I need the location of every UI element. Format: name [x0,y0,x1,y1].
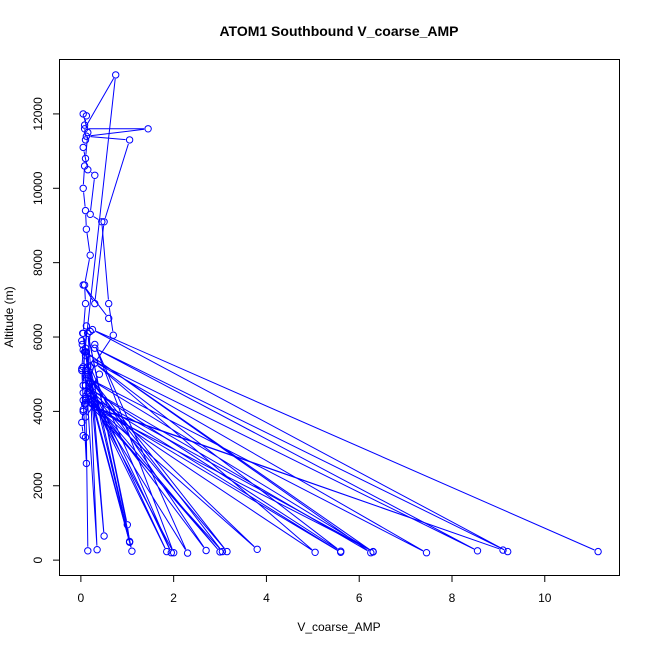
y-tick-label: 2000 [31,472,45,499]
y-tick-label: 4000 [31,398,45,425]
data-point [594,547,602,556]
x-axis-label: V_coarse_AMP [297,620,380,634]
data-point [78,418,86,427]
plot-frame [59,59,620,576]
data-point [473,547,482,555]
data-point [86,363,94,371]
data-point [84,166,92,174]
data-point [86,392,94,401]
data-point [105,299,113,308]
chart-title: ATOM1 Southbound V_coarse_AMP [219,23,458,39]
data-point [163,547,171,556]
x-tick-label: 10 [538,591,552,605]
series-line [85,337,500,551]
data-point [81,370,90,378]
data-point [82,132,91,140]
data-point [128,547,136,555]
data-point [81,433,90,442]
data-point [86,210,94,219]
y-tick-label: 8000 [31,249,45,276]
y-tick-label: 10000 [31,171,45,205]
data-point [123,521,132,529]
data-point [216,548,224,556]
y-tick-label: 6000 [31,323,45,350]
data-point [91,404,99,412]
data-point [81,381,90,390]
data-point [79,281,87,289]
x-tick-label: 2 [170,591,177,605]
data-point [78,337,86,345]
data-point [223,547,231,556]
data-point [88,396,97,404]
data-point [84,329,92,337]
y-axis: 0 2000 4000 6000 8000 10000 12000 [31,97,60,563]
data-point [91,171,99,180]
data-point [170,549,178,557]
data-point [167,549,176,557]
data-point [80,125,89,133]
data-point [100,218,108,226]
data-point [82,322,91,330]
data-point [100,532,108,540]
data-point [84,547,92,555]
data-point [218,547,227,556]
y-tick-label: 12000 [31,97,45,131]
data-point [504,547,512,556]
y-tick-label: 0 [31,556,45,563]
data-point [144,125,152,133]
data-point [98,218,106,226]
data-point [369,547,377,556]
x-tick-label: 6 [356,591,363,605]
data-point [125,538,134,546]
x-tick-label: 0 [78,591,85,605]
data-point [79,143,87,152]
y-axis-label: Altitude (m) [2,286,16,347]
data-point [86,251,94,259]
data-point [81,206,90,215]
data-point [112,71,120,79]
data-point [84,370,92,378]
data-point [79,389,87,397]
series-line [81,78,145,382]
data-point [79,184,87,193]
data-point [82,112,91,120]
data-point [93,546,101,554]
data-point [253,545,261,553]
data-point [105,314,113,323]
data-point [202,546,210,555]
data-point [86,327,94,336]
data-point [183,549,192,557]
x-tick-label: 8 [449,591,456,605]
data-point [311,548,319,556]
data-point [91,340,99,349]
data-point [422,549,431,557]
data-point [81,136,90,144]
plot-area [78,71,602,557]
data-point [81,348,90,356]
data-point [81,351,90,360]
data-point [337,548,345,556]
data-point [88,325,97,334]
data-point [91,344,99,352]
x-tick-label: 4 [263,591,270,605]
data-point [499,546,507,554]
data-point [80,121,89,129]
data-point [81,396,90,404]
data-point [78,366,86,375]
x-axis: 0 2 4 6 8 10 [78,575,552,605]
data-point [81,154,90,163]
data-point [125,136,134,144]
data-point [81,400,90,408]
data-point [81,299,90,308]
data-point [91,299,99,308]
data-point [79,329,87,337]
data-point [82,225,91,233]
data-point [79,363,87,371]
